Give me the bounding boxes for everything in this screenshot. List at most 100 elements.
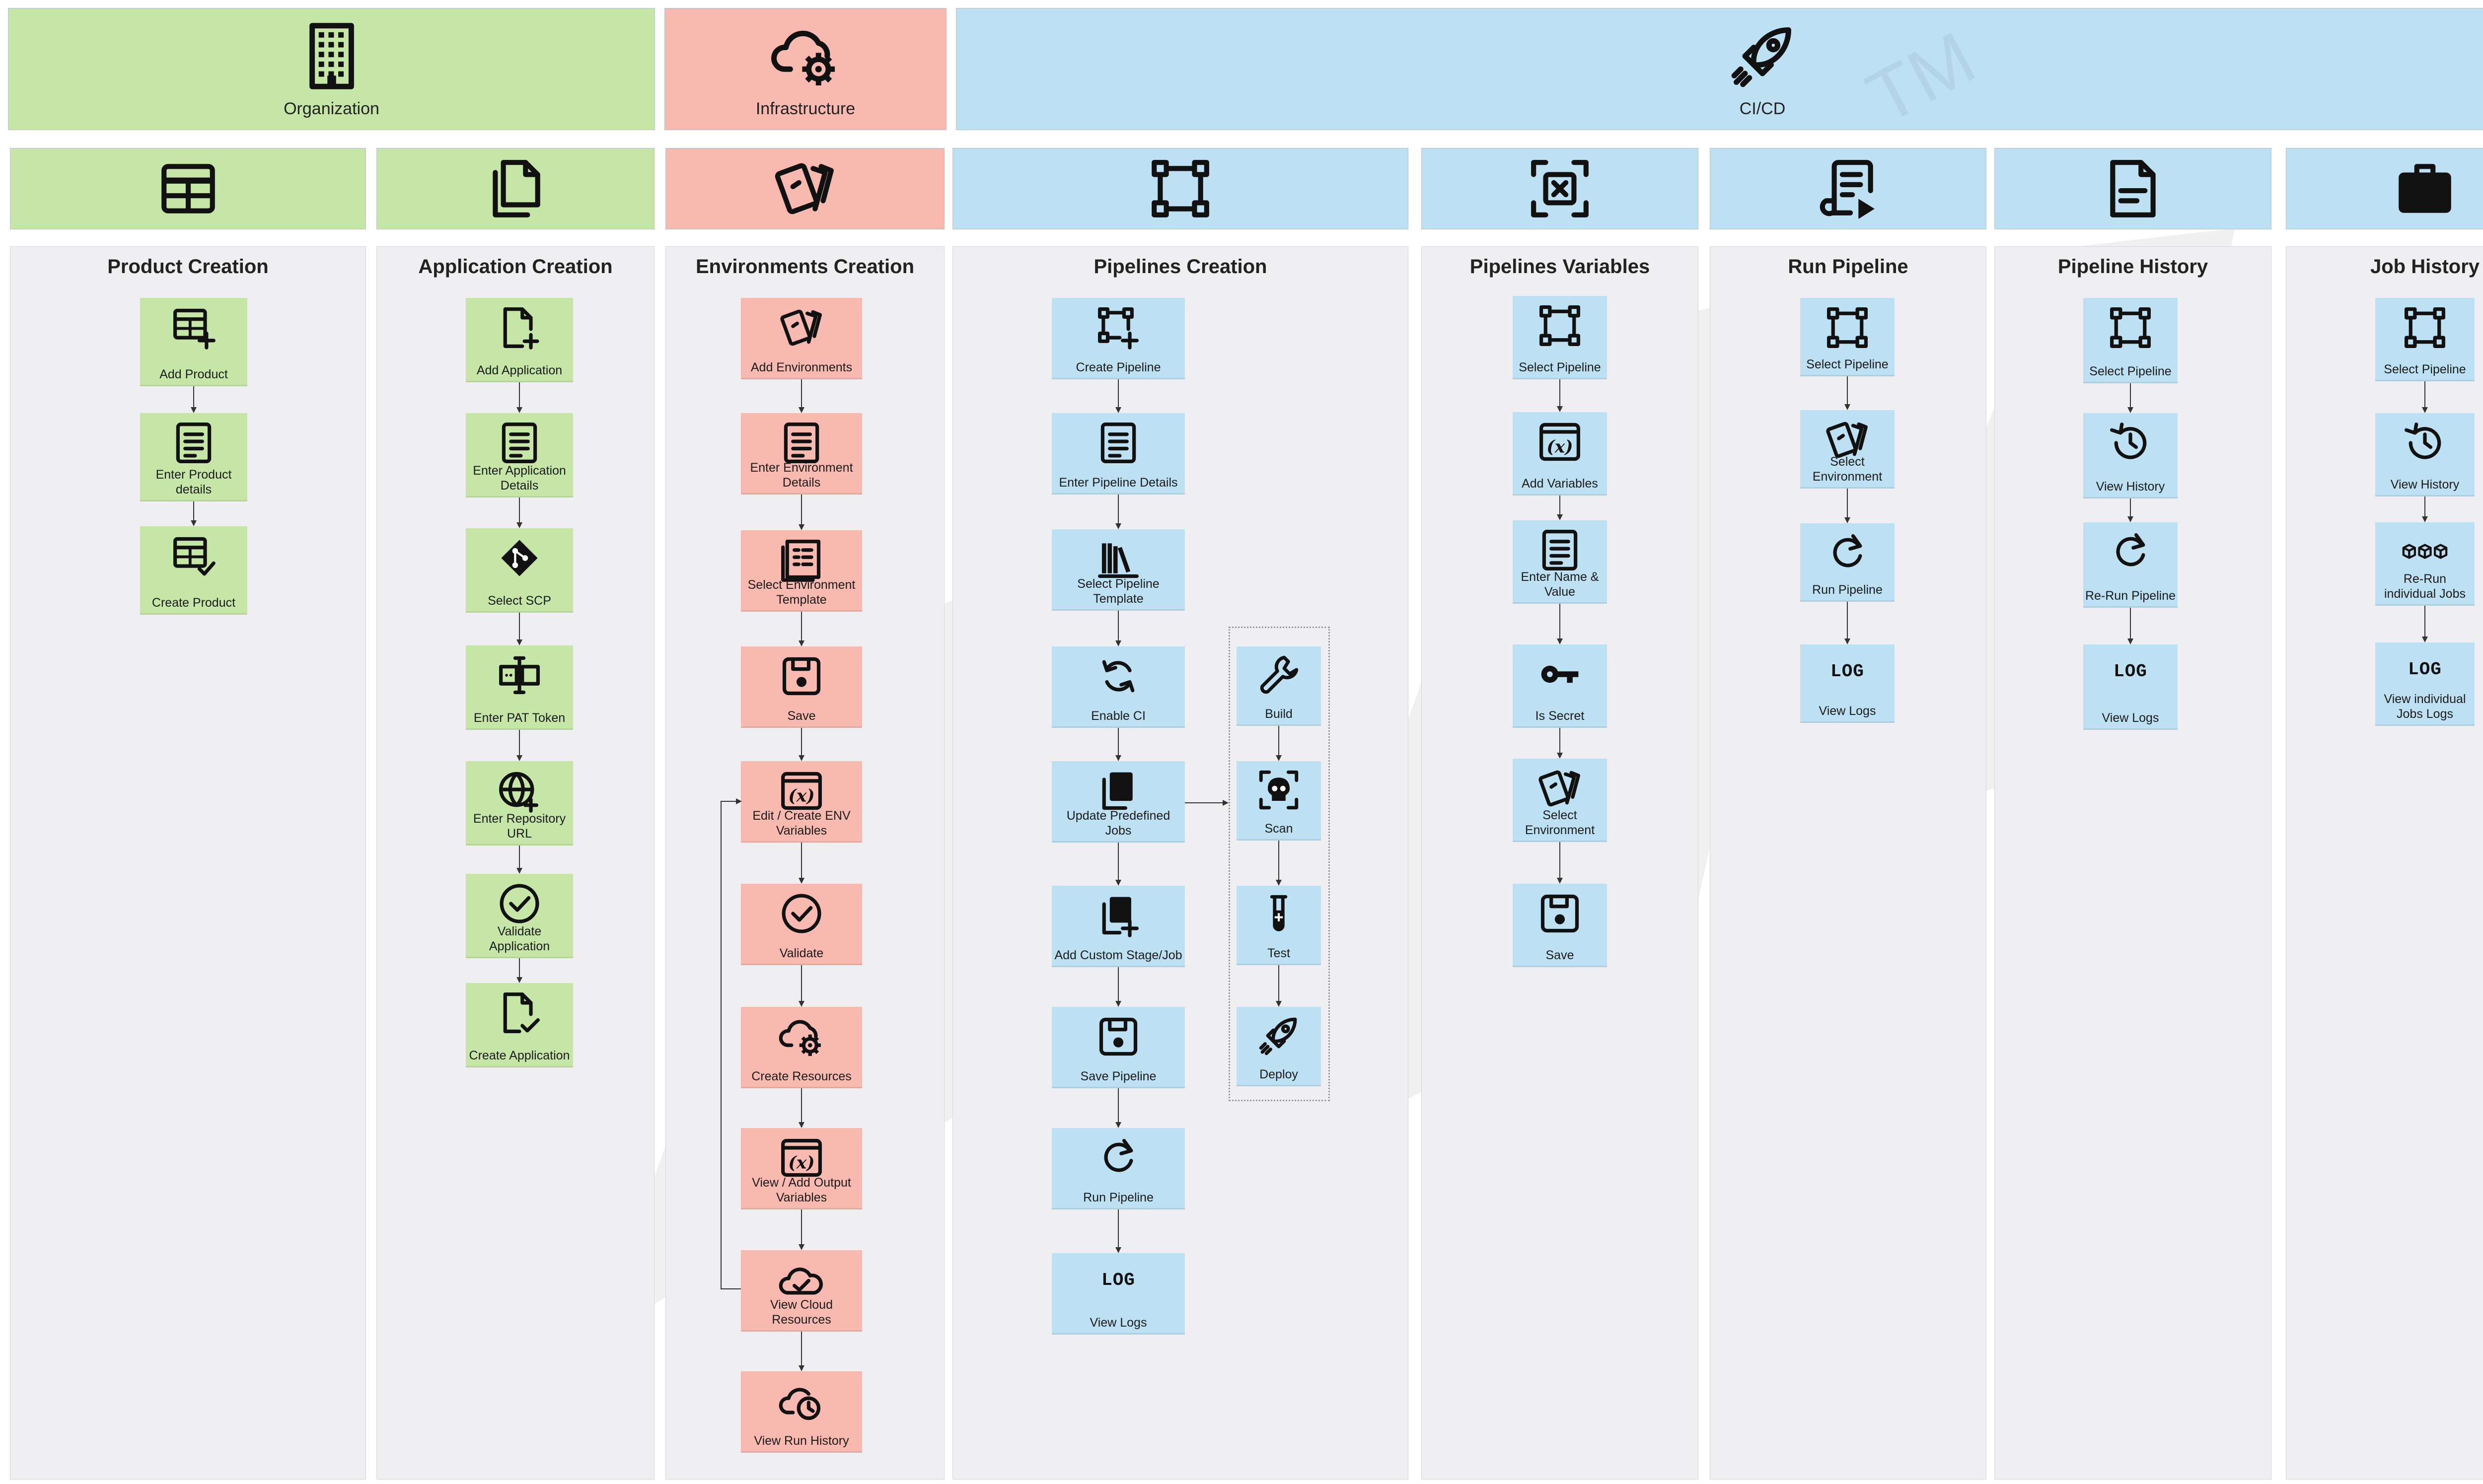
step-node[interactable]: Save <box>741 646 862 728</box>
step-label: Save Pipeline <box>1080 1069 1157 1083</box>
step-node[interactable]: Enter Repository URL <box>466 761 573 846</box>
rocket-icon <box>1731 27 1791 87</box>
sync-icon <box>1102 660 1135 693</box>
step-node[interactable]: Update Predefined Jobs <box>1052 761 1185 843</box>
files-icon <box>493 160 540 217</box>
log-icon: LOG <box>2408 659 2442 680</box>
step-node[interactable]: Select Pipeline Template <box>1052 529 1185 611</box>
variable-icon: (x) <box>781 772 822 810</box>
step-node[interactable]: LOG View Logs <box>2083 644 2178 730</box>
step-label: Enter Repository URL <box>473 812 566 841</box>
step-node[interactable]: Select Pipeline <box>2375 298 2475 381</box>
loop-connector <box>721 801 741 1289</box>
step-node[interactable]: Create Resources <box>741 1007 862 1088</box>
job-node[interactable]: Build <box>1237 646 1321 726</box>
rerun-icon <box>1104 1138 1133 1172</box>
step-node[interactable]: Save <box>1513 884 1607 967</box>
step-label: Enter Application Details <box>473 464 566 493</box>
step-node[interactable]: Add Application <box>466 298 573 382</box>
step-node[interactable]: View History <box>2083 413 2178 498</box>
step-node[interactable]: Create Pipeline <box>1052 298 1185 379</box>
job-node[interactable]: Deploy <box>1237 1007 1321 1086</box>
step-node[interactable]: Is Secret <box>1513 644 1607 728</box>
column-header-0 <box>10 148 366 229</box>
arrowhead <box>1844 517 1850 523</box>
step-node[interactable]: Validate <box>741 884 862 965</box>
step-node[interactable]: Select Environment <box>1800 410 1895 489</box>
step-node[interactable]: LOG View Logs <box>1800 644 1895 723</box>
step-node[interactable]: (x) Edit / Create ENV Variables <box>741 761 862 843</box>
step-node[interactable]: Select SCP <box>466 528 573 613</box>
step-node[interactable]: Select Pipeline <box>1800 298 1895 376</box>
step-node[interactable]: LOG View individual Jobs Logs <box>2375 642 2475 726</box>
arrowhead <box>1276 880 1282 886</box>
step-node[interactable]: Add Product <box>140 298 247 386</box>
job-node[interactable]: Scan <box>1237 761 1321 841</box>
step-node[interactable]: Enter Product details <box>140 413 247 501</box>
step-node[interactable]: Enter Pipeline Details <box>1052 413 1185 495</box>
step-node[interactable]: Save Pipeline <box>1052 1007 1185 1088</box>
arrowhead <box>799 407 804 413</box>
document-icon <box>1100 423 1136 463</box>
step-label: Select Environment Template <box>747 578 856 607</box>
cloud-check-icon <box>779 1268 823 1295</box>
step-node[interactable]: Select Environment Template <box>741 530 862 612</box>
step-node[interactable]: Add Environments <box>741 298 862 379</box>
arrowhead <box>799 1244 804 1250</box>
step-node[interactable]: Run Pipeline <box>1800 523 1895 602</box>
step-label: View Logs <box>2102 711 2159 725</box>
arrowhead <box>516 407 522 413</box>
step-node[interactable]: Select Environment <box>1513 759 1607 842</box>
step-node[interactable]: Select Pipeline <box>1513 296 1607 379</box>
column-title: Pipelines Variables <box>1469 256 1650 278</box>
arrowhead <box>799 1122 804 1128</box>
arrowhead <box>2127 407 2133 413</box>
step-node[interactable]: Select Pipeline <box>2083 298 2178 383</box>
step-node[interactable]: (x) View / Add Output Variables <box>741 1128 862 1209</box>
arrowhead <box>1115 523 1121 529</box>
step-node[interactable]: Create Product <box>140 526 247 615</box>
column-header-4 <box>1421 148 1698 229</box>
pipeline-icon <box>1539 305 1580 346</box>
document-icon <box>176 423 212 463</box>
arrowhead <box>516 755 522 761</box>
job-node[interactable]: Test <box>1237 886 1321 965</box>
cubes-icon <box>2402 544 2448 559</box>
arrowhead <box>1557 753 1563 759</box>
step-label: Enable CI <box>1091 709 1146 723</box>
step-node[interactable]: Run Pipeline <box>1052 1128 1185 1209</box>
step-node[interactable]: View History <box>2375 413 2475 496</box>
building-icon <box>309 23 354 89</box>
key-icon <box>1541 665 1579 683</box>
step-node[interactable]: View Cloud Resources <box>741 1250 862 1332</box>
arrowhead <box>2422 407 2428 413</box>
column-title: Product Creation <box>107 256 269 278</box>
arrowhead <box>1115 640 1121 646</box>
step-node[interactable]: Re-Run Pipeline <box>2083 522 2178 608</box>
step-label: View Logs <box>1819 704 1876 718</box>
step-label: Edit / Create ENV Variables <box>752 809 851 838</box>
step-node[interactable]: LOG View Logs <box>1052 1253 1185 1335</box>
step-label: Select Environment <box>1525 808 1595 837</box>
job-label: Scan <box>1264 822 1293 836</box>
step-node[interactable]: Enable CI <box>1052 646 1185 728</box>
step-node[interactable]: View Run History <box>741 1371 862 1453</box>
step-node[interactable]: Create Application <box>466 983 573 1067</box>
step-node[interactable]: Validate Application <box>466 874 573 958</box>
step-node[interactable]: Enter PAT Token <box>466 645 573 730</box>
step-node[interactable]: Enter Name & Value <box>1513 520 1607 604</box>
step-node[interactable]: (x) Add Variables <box>1513 412 1607 495</box>
step-label: Save <box>787 709 816 723</box>
step-node[interactable]: Add Custom Stage/Job <box>1052 886 1185 967</box>
step-label: Add Environments <box>750 360 853 374</box>
step-node[interactable]: Re-Run individual Jobs <box>2375 522 2475 606</box>
step-node[interactable]: Enter Environment Details <box>741 413 862 495</box>
step-label: Re-Run individual Jobs <box>2384 572 2466 601</box>
variable-icon: (x) <box>781 1138 822 1177</box>
check-circle-icon <box>782 894 821 933</box>
save-icon <box>1540 894 1579 933</box>
band-label: Organization <box>284 99 379 118</box>
arrowhead <box>1115 407 1121 413</box>
step-node[interactable]: Enter Application Details <box>466 413 573 497</box>
